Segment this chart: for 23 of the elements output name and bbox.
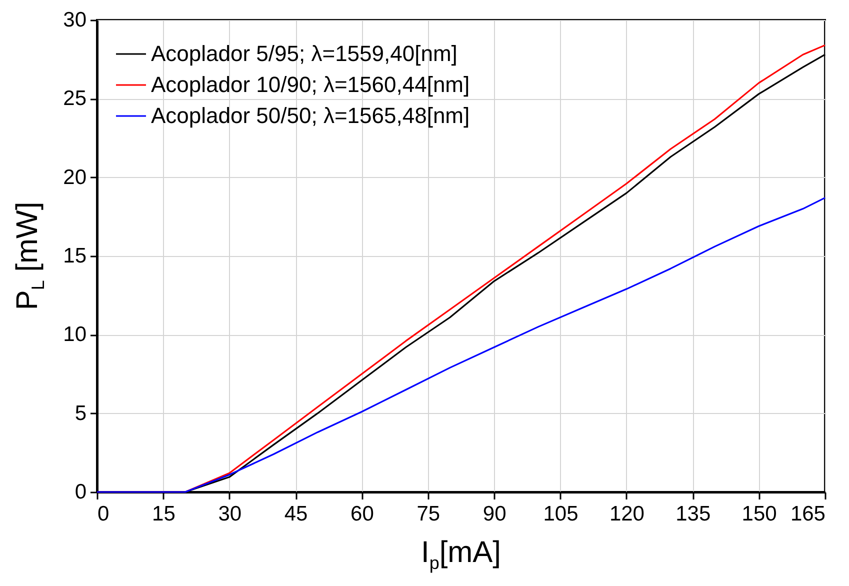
legend-label: Acoplador 10/90; λ=1560,44[nm] xyxy=(151,72,470,97)
y-tick-label: 30 xyxy=(63,8,86,32)
legend-label: Acoplador 50/50; λ=1565,48[nm] xyxy=(151,103,470,128)
legend-label: Acoplador 5/95; λ=1559,40[nm] xyxy=(151,41,458,66)
x-tick-label: 120 xyxy=(609,502,644,526)
x-tick-label: 90 xyxy=(482,502,506,526)
y-tick-label: 20 xyxy=(63,166,86,189)
x-tick-label: 150 xyxy=(742,502,777,526)
x-axis-title: I$_{p}$[mA] xyxy=(420,536,502,574)
x-tick-label: 0 xyxy=(98,502,110,526)
x-tick-label: 165 xyxy=(790,502,826,526)
y-tick-label: 25 xyxy=(63,87,86,110)
y-tick-label: 5 xyxy=(74,402,86,425)
x-tick-label: 60 xyxy=(350,502,374,526)
x-tick-label: 15 xyxy=(152,502,176,526)
x-tick-label: 45 xyxy=(284,502,308,526)
x-tick-label: 135 xyxy=(676,502,711,526)
y-tick-label: 15 xyxy=(63,244,86,268)
x-tick-label: 30 xyxy=(218,502,242,526)
x-tick-label: 75 xyxy=(416,502,440,526)
x-tick-label: 105 xyxy=(543,502,578,526)
y-tick-label: 0 xyxy=(74,480,86,504)
y-tick-label: 10 xyxy=(63,323,86,346)
